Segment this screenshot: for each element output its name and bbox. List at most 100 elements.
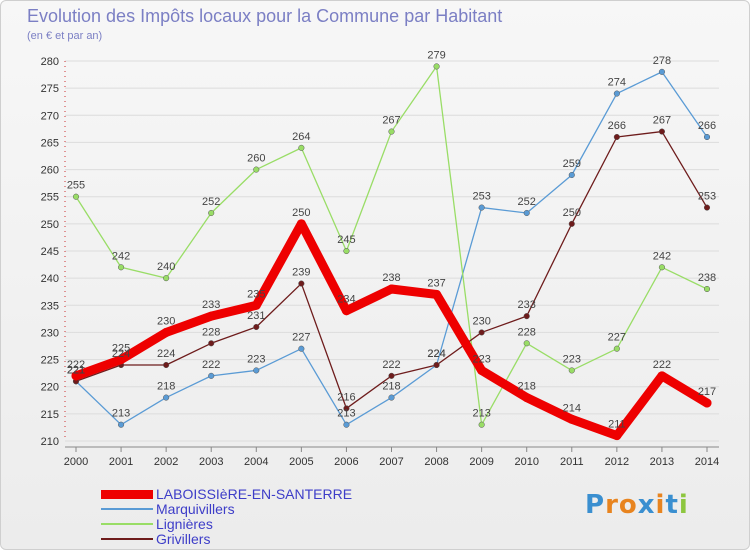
data-label: 233 — [518, 299, 536, 311]
data-point — [568, 171, 575, 179]
data-point — [523, 209, 530, 217]
legend-swatch — [101, 489, 153, 499]
data-point — [208, 340, 215, 347]
legend-label: LABOISSIèRE-EN-SANTERRE — [156, 486, 353, 502]
logo-letter: i — [655, 490, 666, 520]
data-point — [206, 311, 216, 321]
legend-label: Marquivillers — [156, 501, 235, 517]
y-tick-label: 220 — [41, 382, 59, 394]
data-point — [433, 63, 440, 70]
data-label: 218 — [518, 381, 536, 393]
logo-letter: r — [605, 490, 619, 520]
data-label: 267 — [382, 115, 400, 127]
data-label: 230 — [157, 315, 175, 327]
data-point — [658, 68, 665, 75]
data-point — [298, 144, 305, 151]
data-label: 224 — [427, 348, 445, 360]
data-point — [702, 398, 712, 408]
data-label: 213 — [337, 408, 355, 420]
data-label: 224 — [112, 348, 130, 360]
data-label: 239 — [292, 267, 310, 279]
data-label: 213 — [472, 408, 490, 420]
data-label: 224 — [427, 348, 445, 360]
data-point — [612, 431, 622, 441]
y-tick-label: 215 — [41, 409, 59, 421]
legend-swatch — [101, 508, 153, 510]
data-label: 218 — [382, 381, 400, 393]
data-label: 253 — [472, 191, 490, 203]
legend-swatch — [101, 538, 153, 540]
data-point — [478, 421, 485, 428]
data-label: 235 — [247, 288, 265, 300]
data-point — [251, 300, 261, 310]
y-tick-label: 265 — [41, 137, 59, 149]
data-point — [388, 394, 395, 401]
y-tick-label: 275 — [41, 83, 59, 95]
logo-letter: t — [665, 490, 679, 520]
logo-letter: o — [618, 490, 638, 520]
data-point — [161, 327, 171, 337]
logo-letter: x — [637, 490, 656, 520]
data-label: 228 — [202, 326, 220, 338]
axes: 210 215 220 225 230 235 240 245 250 255 260 265 270 2… — [41, 56, 720, 468]
data-point — [163, 275, 170, 282]
legend-label: Grivillers — [156, 531, 211, 547]
data-label: 252 — [518, 196, 536, 208]
data-point — [116, 355, 126, 365]
data-label: 225 — [112, 343, 130, 355]
data-point — [343, 405, 350, 412]
data-label: 227 — [608, 332, 626, 344]
data-point — [341, 306, 351, 316]
chart-title: Evolution des Impôts locaux pour la Comm… — [27, 6, 503, 26]
data-point — [163, 361, 170, 369]
data-label: 253 — [698, 191, 716, 203]
y-tick-label: 255 — [41, 192, 59, 204]
data-label: 267 — [653, 115, 671, 127]
data-label: 234 — [337, 294, 355, 306]
data-point — [568, 367, 575, 374]
legend-label: Lignières — [156, 516, 213, 532]
data-point — [433, 361, 440, 369]
data-point — [72, 193, 80, 200]
data-point — [388, 372, 395, 379]
data-point — [523, 340, 530, 347]
data-label: 218 — [157, 381, 175, 393]
x-tick-label: 2008 — [424, 456, 448, 468]
logo-letter: P — [585, 490, 606, 520]
data-label: 211 — [608, 419, 626, 431]
data-label: 238 — [698, 272, 716, 284]
y-tick-label: 260 — [41, 165, 59, 177]
data-label: 221 — [67, 364, 85, 376]
data-label: 213 — [112, 408, 130, 420]
data-point — [658, 264, 665, 271]
data-point — [343, 247, 350, 255]
y-tick-label: 280 — [41, 56, 59, 68]
chart-subtitle: (en € et par an) — [27, 30, 103, 42]
x-tick-label: 2014 — [695, 456, 719, 468]
data-point — [613, 345, 620, 352]
data-point — [478, 204, 485, 211]
x-tick-label: 2003 — [199, 456, 223, 468]
logo-letter: i — [678, 490, 689, 520]
series-line-3 — [71, 219, 712, 441]
data-label: 240 — [157, 261, 175, 273]
data-point — [387, 284, 396, 294]
data-label: 222 — [382, 359, 400, 371]
data-label: 223 — [472, 353, 490, 365]
data-label: 230 — [472, 315, 490, 327]
y-tick-label: 235 — [41, 300, 59, 312]
data-labels: 221 213 218 222 223 227 213 218 224 253 252 259 274 2… — [67, 49, 716, 430]
data-point — [432, 289, 442, 299]
legend-swatch — [101, 523, 153, 525]
data-point — [703, 204, 711, 211]
data-label: 250 — [563, 207, 581, 219]
data-point — [567, 414, 577, 424]
x-tick-label: 2013 — [650, 456, 674, 468]
data-label: 214 — [563, 402, 581, 414]
y-tick-label: 245 — [41, 246, 59, 258]
x-tick-label: 2010 — [514, 456, 538, 468]
y-tick-label: 250 — [41, 219, 59, 231]
data-label: 221 — [67, 364, 85, 376]
data-point — [163, 394, 170, 401]
data-point — [477, 365, 487, 375]
